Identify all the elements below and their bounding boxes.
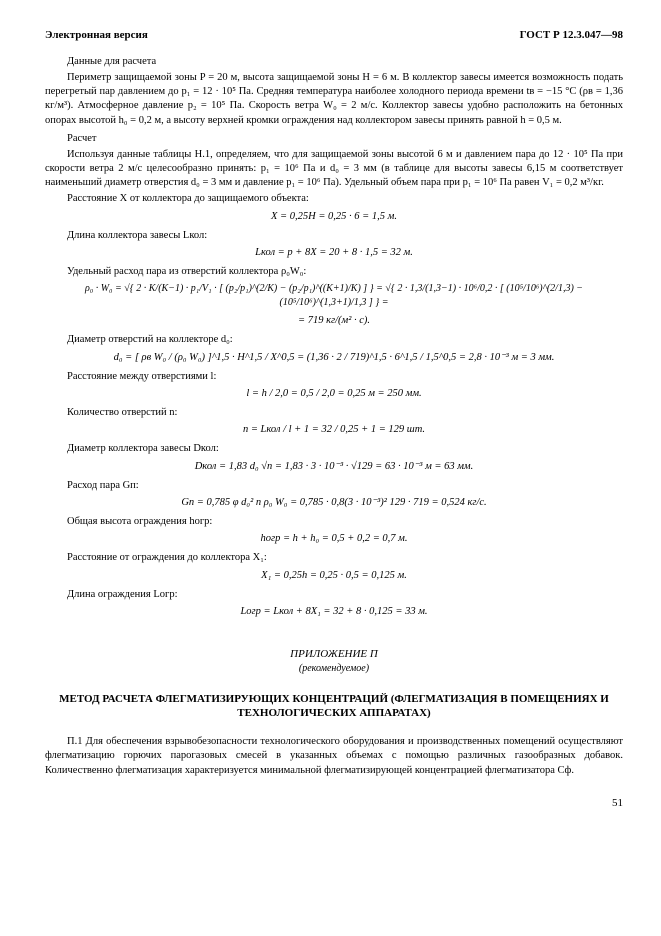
calc-section-title: Расчет <box>45 132 623 146</box>
label-steam-flow: Расход пара Gп: <box>45 479 623 493</box>
calc-intro: Используя данные таблицы Н.1, определяем… <box>45 148 623 191</box>
appendix-subtitle: (рекомендуемое) <box>45 662 623 676</box>
formula-fence-length: Lогр = Lкол + 8X₁ = 32 + 8 · 0,125 = 33 … <box>45 605 623 619</box>
method-title: МЕТОД РАСЧЕТА ФЛЕГМАТИЗИРУЮЩИХ КОНЦЕНТРА… <box>45 692 623 722</box>
formula-collector-diameter: Dкол = 1,83 d₀ √n = 1,83 · 3 · 10⁻³ · √1… <box>45 460 623 474</box>
page-header: Электронная версия ГОСТ Р 12.3.047—98 <box>45 28 623 43</box>
label-hole-gap: Расстояние между отверстиями l: <box>45 370 623 384</box>
formula-steam-flow: Gп = 0,785 φ d₀² n ρ₀ W₀ = 0,785 · 0,8(3… <box>45 496 623 510</box>
formula-specific-flow: ρ₀ · W₀ = √{ 2 · K/(K−1) · p₁/V₁ · [ (p₂… <box>45 282 623 309</box>
appendix-paragraph: П.1 Для обеспечения взрывобезопасности т… <box>45 735 623 778</box>
header-right: ГОСТ Р 12.3.047—98 <box>520 28 623 43</box>
label-distance-x: Расстояние X от коллектора до защищаемог… <box>45 192 623 206</box>
label-fence-distance: Расстояние от ограждения до коллектора X… <box>45 551 623 565</box>
formula-distance-x: X = 0,25H = 0,25 · 6 = 1,5 м. <box>45 210 623 224</box>
label-specific-flow: Удельный расход пара из отверстий коллек… <box>45 265 623 279</box>
page-number: 51 <box>45 796 623 811</box>
label-fence-length: Длина ограждения Lогр: <box>45 588 623 602</box>
data-section-title: Данные для расчета <box>45 55 623 69</box>
formula-hole-gap: l = h / 2,0 = 0,5 / 2,0 = 0,25 м = 250 м… <box>45 387 623 401</box>
label-collector-diameter: Диаметр коллектора завесы Dкол: <box>45 442 623 456</box>
formula-fence-distance: X₁ = 0,25h = 0,25 · 0,5 = 0,125 м. <box>45 569 623 583</box>
formula-specific-flow-result: = 719 кг/(м² · с). <box>45 314 623 328</box>
label-hole-count: Количество отверстий n: <box>45 406 623 420</box>
formula-fence-height: hогр = h + h₀ = 0,5 + 0,2 = 0,7 м. <box>45 532 623 546</box>
label-fence-height: Общая высота ограждения hогр: <box>45 515 623 529</box>
label-hole-diameter: Диаметр отверстий на коллекторе d₀: <box>45 333 623 347</box>
formula-hole-diameter: d₀ = [ ρв W₀ / (ρ₀ W₀) ]^1,5 · H^1,5 / X… <box>45 351 623 365</box>
data-paragraph: Периметр защищаемой зоны P = 20 м, высот… <box>45 71 623 128</box>
header-left: Электронная версия <box>45 28 148 43</box>
label-collector-length: Длина коллектора завесы Lкол: <box>45 229 623 243</box>
appendix-title: ПРИЛОЖЕНИЕ П <box>45 647 623 662</box>
formula-hole-count: n = Lкол / l + 1 = 32 / 0,25 + 1 = 129 ш… <box>45 423 623 437</box>
formula-collector-length: Lкол = p + 8X = 20 + 8 · 1,5 = 32 м. <box>45 246 623 260</box>
